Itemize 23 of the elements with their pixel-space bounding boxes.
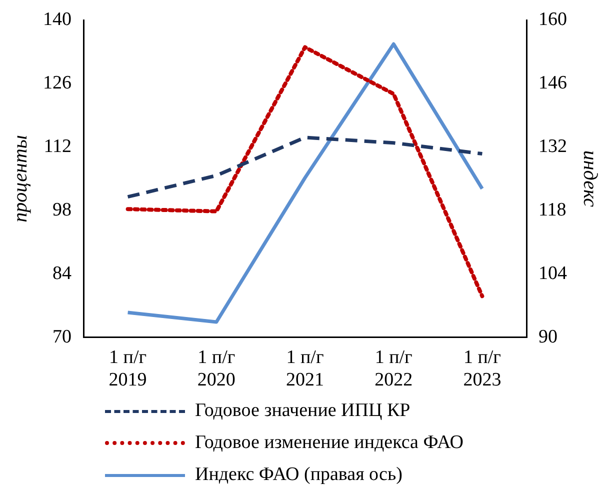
x-tick-label: 1 п/г 2021 (286, 346, 324, 391)
line-series (126, 136, 484, 199)
y2-tick-label: 104 (538, 262, 568, 284)
x-tick-label: 1 п/г 2019 (108, 346, 147, 391)
y2-axis-title: индекс (578, 150, 601, 208)
y2-tick-label: 160 (538, 8, 567, 30)
legend-label: Годовое изменение индекса ФАО (195, 432, 464, 454)
y-tick-label: 112 (44, 136, 72, 157)
y-axis-title: проценты (9, 135, 32, 222)
x-tick-label: 1 п/г 2022 (374, 346, 413, 391)
y2-tick-label: 132 (538, 136, 567, 157)
legend-label: Индекс ФАО (правая ось) (195, 464, 402, 486)
legend-label: Годовое значение ИПЦ КР (195, 400, 410, 422)
y2-tick-label: 146 (538, 72, 567, 94)
y-tick-label: 84 (52, 262, 72, 284)
x-tick-label: 1 п/г 2023 (463, 346, 502, 391)
y2-tick-label: 118 (538, 199, 566, 220)
y-tick-label: 140 (43, 8, 72, 30)
y-tick-label: 70 (52, 326, 72, 348)
y-tick-label: 98 (52, 199, 72, 220)
x-tick-label: 1 п/г 2020 (197, 346, 236, 391)
y2-tick-label: 90 (538, 326, 558, 348)
y-tick-label: 126 (43, 72, 72, 94)
